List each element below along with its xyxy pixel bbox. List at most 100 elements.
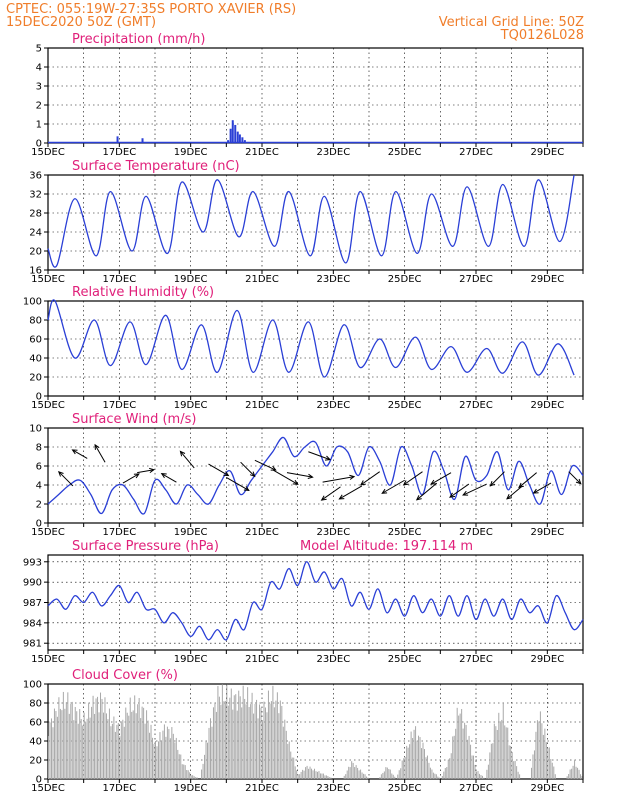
cloud-bar — [120, 721, 122, 779]
panel-title: Precipitation (mm/h) — [72, 32, 205, 47]
cloud-bar — [267, 690, 269, 779]
cloud-bar — [311, 768, 313, 779]
cloud-bar — [242, 685, 244, 779]
cloud-bar — [441, 776, 443, 779]
x-tick-label: 23DEC — [316, 527, 350, 538]
cloud-bar — [303, 770, 305, 779]
cloud-bar — [97, 696, 99, 779]
y-tick-label: 3 — [36, 82, 42, 93]
cloud-bar — [131, 711, 133, 779]
cloud-bar — [554, 774, 556, 779]
y-tick-label: 28 — [29, 209, 42, 220]
cloud-bar — [498, 712, 500, 779]
x-tick-label: 25DEC — [388, 274, 422, 285]
panel-pres: 981 984 987 990 993 15DEC 17DEC 19DEC 21DEC 23DEC… — [23, 539, 584, 665]
cloud-bar — [296, 770, 298, 779]
cloud-bar — [92, 695, 94, 779]
cloud-bar — [221, 684, 223, 779]
cloud-bar — [105, 713, 107, 779]
cloud-bar — [315, 771, 317, 779]
cloud-bar — [95, 698, 97, 779]
cloud-bar — [91, 706, 93, 779]
cloud-bar — [423, 749, 425, 779]
cloud-bar — [270, 701, 272, 779]
temp-series-line — [47, 174, 575, 268]
cloud-bar — [209, 718, 211, 779]
cloud-bar — [578, 769, 580, 779]
cloud-bar — [324, 775, 326, 779]
x-tick-label: 27DEC — [459, 654, 493, 665]
cloud-bar — [230, 688, 232, 779]
cloud-bar — [79, 709, 81, 779]
cloud-bar — [119, 736, 121, 779]
panel-title: Surface Wind (m/s) — [72, 412, 196, 427]
cloud-bar — [501, 719, 503, 779]
cloud-bar — [73, 720, 75, 779]
x-tick-label: 25DEC — [388, 527, 422, 538]
y-tick-label: 80 — [29, 316, 42, 327]
cloud-bar — [205, 741, 207, 779]
wind-arrow-head — [575, 478, 582, 485]
cloud-bar — [146, 710, 148, 779]
cloud-bar — [458, 715, 460, 779]
cloud-bar — [226, 684, 228, 779]
cloud-bar — [450, 753, 452, 779]
cloud-bar — [48, 736, 49, 779]
cloud-bar — [189, 772, 191, 779]
cloud-bar — [447, 759, 449, 779]
cloud-bar — [187, 770, 189, 779]
cloud-bar — [64, 708, 66, 779]
cloud-bar — [550, 759, 552, 779]
cloud-bar — [530, 767, 532, 779]
cloud-bar — [55, 711, 57, 779]
cloud-bar — [150, 724, 152, 779]
cloud-bar — [117, 722, 119, 779]
panels-group: 0 1 2 3 4 5 15DEC 17DEC 19DEC 21DEC 23DEC 25DEC 27DE… — [23, 32, 584, 794]
cloud-bar — [413, 729, 415, 779]
cloud-bar — [102, 712, 104, 779]
rh-series-line — [47, 299, 575, 378]
cloud-bar — [432, 772, 434, 779]
wind-arrow-head — [160, 473, 167, 479]
cloud-bar — [575, 766, 577, 779]
cloud-bar — [70, 704, 72, 779]
cloud-bar — [379, 777, 381, 779]
y-tick-label: 8 — [36, 443, 42, 454]
x-tick-label: 21DEC — [245, 400, 279, 411]
x-tick-label: 27DEC — [459, 400, 493, 411]
cloud-bar — [416, 740, 418, 779]
cloud-bar — [123, 726, 125, 779]
cloud-bar — [407, 747, 409, 779]
cloud-bar — [403, 758, 405, 779]
cloud-bar — [486, 769, 488, 779]
wind-arrow-head — [462, 490, 469, 496]
cloud-bar — [229, 697, 231, 779]
y-tick-label: 4 — [36, 63, 42, 74]
cloud-bar — [162, 730, 164, 779]
cloud-bar — [160, 740, 162, 779]
cloud-bar — [418, 735, 420, 779]
cloud-bar — [174, 742, 176, 779]
cloud-bar — [52, 727, 54, 779]
y-tick-label: 80 — [29, 699, 42, 710]
wind-arrow-shaft — [286, 472, 313, 478]
cloud-bar — [143, 707, 145, 779]
cloud-bar — [85, 722, 87, 779]
cloud-bar — [273, 707, 275, 779]
y-tick-label: 32 — [29, 190, 42, 201]
cloud-bar — [126, 712, 128, 779]
cloud-bar — [276, 692, 278, 779]
panel-temp: 16 20 24 28 32 36 15DEC 17DEC 19DEC 21DEC 23DEC 25D… — [29, 159, 584, 285]
cloud-bar — [169, 738, 171, 779]
cloud-bar — [415, 726, 417, 779]
x-tick-label: 23DEC — [316, 400, 350, 411]
cloud-bar — [312, 770, 314, 779]
y-tick-label: 36 — [29, 171, 42, 182]
cloud-bar — [366, 776, 368, 779]
cloud-bar — [544, 728, 546, 779]
cloud-bar — [354, 767, 356, 779]
cloud-bar — [218, 696, 220, 779]
wind-arrow-head — [57, 470, 64, 477]
cloud-bar — [425, 757, 427, 779]
cloud-bar — [256, 699, 258, 779]
